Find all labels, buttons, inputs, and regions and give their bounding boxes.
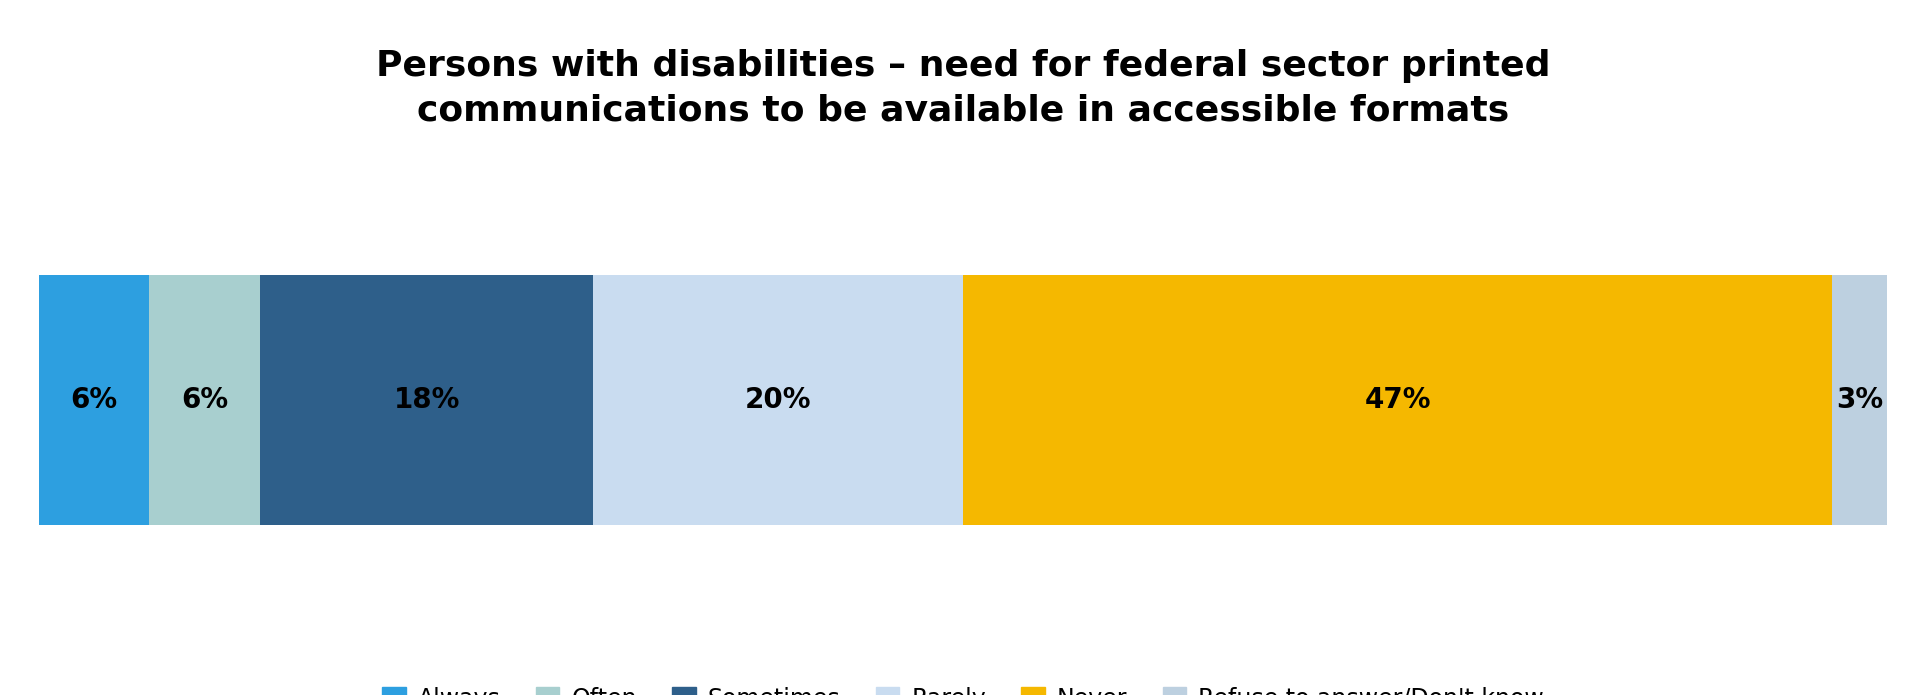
Text: 3%: 3%: [1835, 386, 1884, 414]
Text: 6%: 6%: [71, 386, 117, 414]
Bar: [260, 275, 593, 525]
Text: 47%: 47%: [1364, 386, 1431, 414]
Text: Persons with disabilities – need for federal sector printed
communications to be: Persons with disabilities – need for fed…: [376, 49, 1550, 127]
Text: 20%: 20%: [745, 386, 811, 414]
Bar: [963, 275, 1832, 525]
Text: 6%: 6%: [181, 386, 229, 414]
Text: 18%: 18%: [393, 386, 460, 414]
Bar: [39, 275, 150, 525]
Bar: [1832, 275, 1887, 525]
Bar: [150, 275, 260, 525]
Legend: Always, Often, Sometimes, Rarely, Never, Refuse to answer/Don't know: Always, Often, Sometimes, Rarely, Never,…: [372, 677, 1554, 695]
Bar: [593, 275, 963, 525]
